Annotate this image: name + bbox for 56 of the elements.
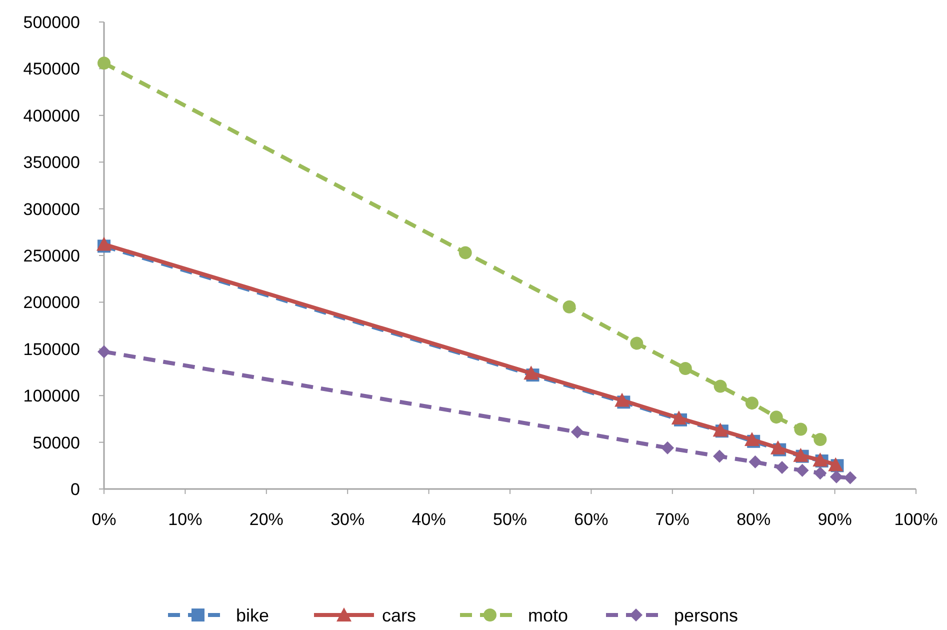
y-tick-label: 450000 xyxy=(23,60,80,79)
y-tick-label: 300000 xyxy=(23,200,80,219)
x-tick-label: 40% xyxy=(412,510,446,529)
y-tick-label: 100000 xyxy=(23,386,80,406)
point xyxy=(830,470,843,484)
y-tick-label: 350000 xyxy=(23,153,80,172)
point xyxy=(748,455,762,468)
y-tick-label: 400000 xyxy=(23,106,80,126)
point xyxy=(614,392,630,407)
point xyxy=(770,440,786,454)
point xyxy=(630,336,644,350)
point xyxy=(796,464,809,477)
point xyxy=(714,380,727,393)
point xyxy=(828,457,844,472)
legend-label: persons xyxy=(674,605,738,626)
y-tick-label: 500000 xyxy=(23,12,80,32)
point xyxy=(744,432,760,446)
x-tick-label: 90% xyxy=(818,510,852,529)
point xyxy=(96,236,112,251)
legend-label: cars xyxy=(382,605,416,626)
x-tick-label: 0% xyxy=(92,510,116,529)
point xyxy=(793,448,808,462)
point xyxy=(745,396,758,410)
point xyxy=(812,452,828,467)
y-tick-label: 150000 xyxy=(23,340,80,359)
x-tick-label: 30% xyxy=(330,510,365,529)
point xyxy=(570,426,584,439)
y-tick-label: 200000 xyxy=(23,293,80,312)
point xyxy=(814,433,827,446)
x-tick-label: 20% xyxy=(249,510,284,529)
y-tick-label: 50000 xyxy=(32,433,80,452)
point xyxy=(712,450,726,463)
point xyxy=(98,345,110,358)
point xyxy=(794,422,808,436)
x-tick-label: 60% xyxy=(574,510,608,529)
point xyxy=(562,300,576,314)
point xyxy=(98,56,110,70)
y-tick-label: 250000 xyxy=(23,246,80,266)
point xyxy=(844,471,857,484)
x-tick-label: 80% xyxy=(736,510,771,529)
x-tick-label: 100% xyxy=(894,510,938,529)
point xyxy=(678,362,692,376)
point xyxy=(661,441,674,454)
point xyxy=(524,366,539,380)
point xyxy=(458,246,472,260)
x-tick-label: 10% xyxy=(168,510,202,529)
legend-label: bike xyxy=(236,605,270,626)
point xyxy=(712,422,728,437)
point xyxy=(776,461,789,474)
y-tick-label: 0 xyxy=(70,480,80,499)
point xyxy=(671,410,686,425)
x-tick-label: 70% xyxy=(655,510,690,529)
point xyxy=(814,466,827,480)
x-tick-label: 50% xyxy=(492,510,528,529)
legend-label: moto xyxy=(528,605,568,626)
point xyxy=(770,410,783,424)
